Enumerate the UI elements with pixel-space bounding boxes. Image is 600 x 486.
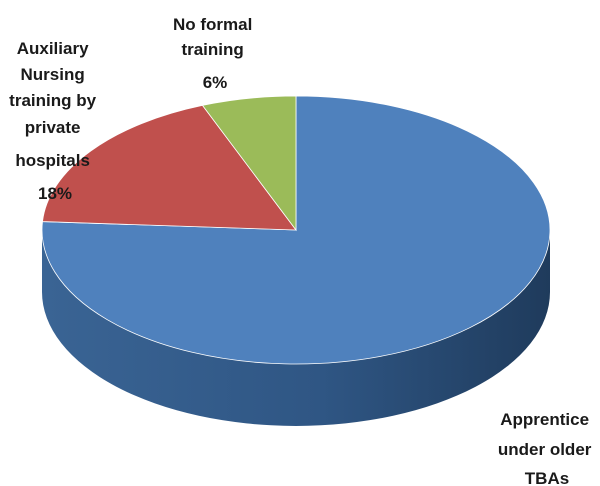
pie-slice-apprentice-under-older-tbas — [41, 95, 551, 365]
slice-label-auxiliary-nursing: Auxiliary Nursing training by private ho… — [9, 39, 101, 203]
pie-plot-area — [41, 95, 551, 426]
slice-label-apprentice: Apprentice under older TBAs — [498, 410, 596, 486]
slice-label-no-formal-training: No formal training 6% — [173, 15, 257, 92]
pie-side-apprentice-under-older-tbas — [42, 230, 550, 426]
pie-slice-auxiliary-nursing-training-by-private-hospitals — [42, 104, 297, 231]
pie-slice-no-formal-training — [201, 95, 297, 232]
slice-percent-no-formal-training: 6% — [203, 73, 228, 92]
slice-percent-auxiliary-nursing: 18% — [38, 184, 72, 203]
